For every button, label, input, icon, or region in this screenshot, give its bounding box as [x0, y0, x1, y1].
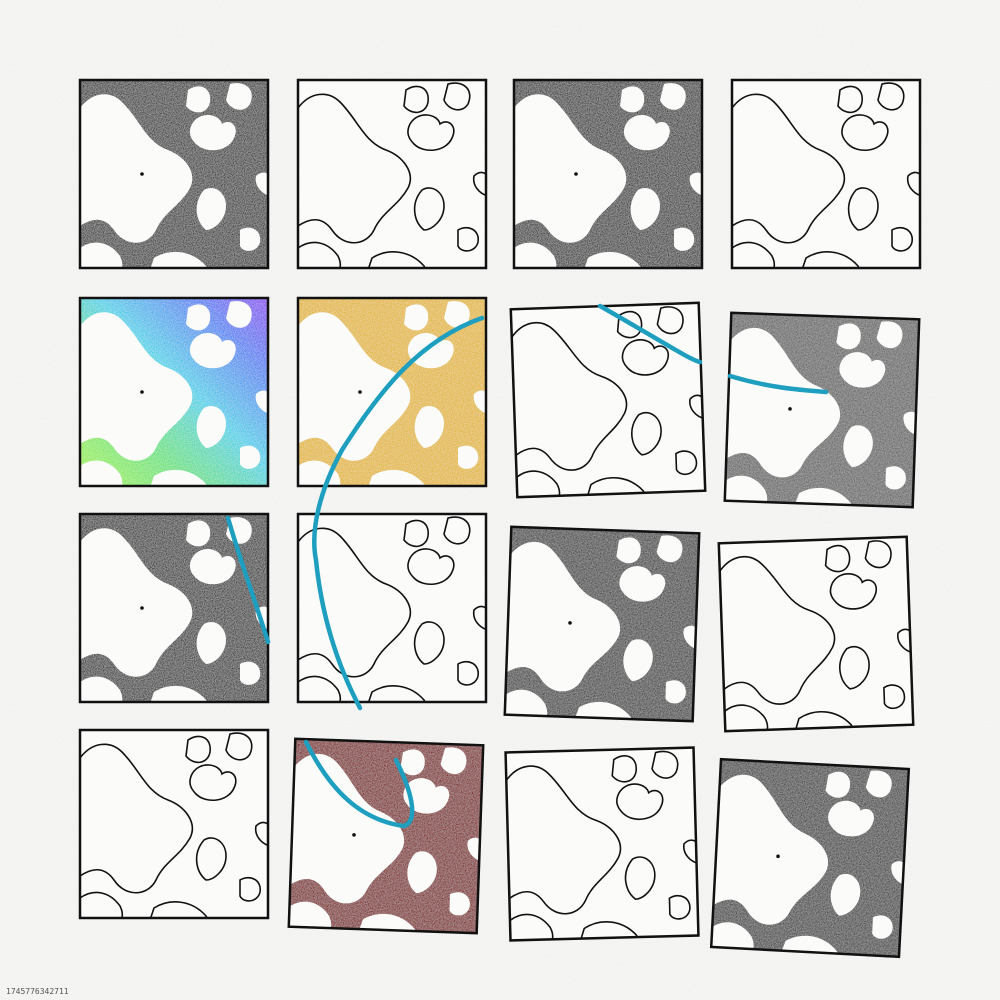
tile-14	[287, 737, 485, 935]
curve-layer	[225, 303, 829, 829]
tile-grid	[78, 78, 922, 959]
tile-10	[296, 512, 488, 704]
tile-11	[503, 525, 701, 723]
tile-9	[78, 512, 270, 704]
flow-curve	[225, 303, 829, 829]
tile-15	[504, 746, 700, 942]
tile-16	[709, 757, 911, 959]
tile-13	[78, 728, 270, 920]
tile-1	[78, 78, 270, 270]
tile-4	[730, 78, 922, 270]
tile-7	[509, 301, 707, 499]
tile-8	[723, 311, 921, 509]
caption-text: 1745776342711	[6, 987, 69, 996]
tile-5	[78, 296, 270, 488]
tile-3	[512, 78, 704, 270]
tile-12	[717, 535, 915, 733]
tile-2	[296, 78, 488, 270]
